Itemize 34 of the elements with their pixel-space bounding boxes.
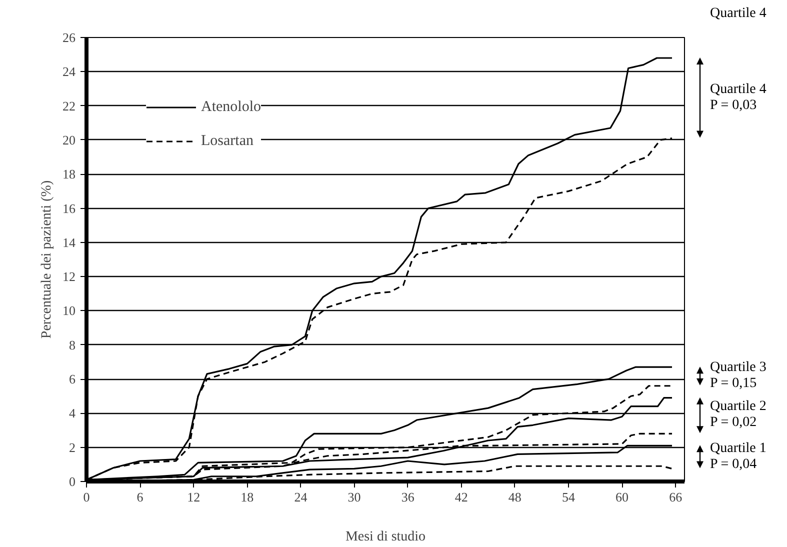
y-tick-label: 14 <box>62 234 76 250</box>
x-tick-label: 60 <box>616 490 629 504</box>
x-tick-label: 12 <box>187 490 200 504</box>
x-tick-label: 24 <box>294 490 308 504</box>
y-tick-label: 24 <box>62 64 76 80</box>
y-tick-label: 16 <box>62 200 76 216</box>
x-tick-label: 6 <box>136 490 144 504</box>
annotation: Quartile 2 P = 0,02 <box>710 399 766 432</box>
x-tick-label: 42 <box>454 490 468 504</box>
y-tick-label: 18 <box>62 166 76 182</box>
y-tick-label: 0 <box>69 474 76 489</box>
x-tick-label: 30 <box>348 490 361 504</box>
y-axis-title: Percentuale dei pazienti (%) <box>40 180 54 339</box>
annotation: Quartile 3 P = 0,15 <box>710 360 766 392</box>
y-tick-label: 6 <box>69 372 76 387</box>
annotation: Quartile 1 P = 0,04 <box>710 440 766 473</box>
x-axis-title: Mesi di studio <box>345 530 426 544</box>
y-tick-label: 26 <box>62 30 76 45</box>
y-tick-label: 4 <box>69 406 76 421</box>
x-tick-label: 48 <box>508 490 522 504</box>
annotation: Quartile 4 P = 0,03 <box>710 82 766 114</box>
y-tick-label: 8 <box>69 337 76 352</box>
x-tick-label: 66 <box>669 490 683 504</box>
y-tick-label: 12 <box>62 269 76 284</box>
y-tick-label: 20 <box>62 132 76 148</box>
legend-label: Atenololo <box>201 98 261 116</box>
x-tick-label: 54 <box>562 490 576 504</box>
legend-label: Losartan <box>201 132 254 150</box>
x-tick-label: 0 <box>83 490 90 504</box>
y-tick-label: 2 <box>69 440 76 455</box>
x-tick-label: 18 <box>240 490 254 504</box>
y-tick-label: 22 <box>62 98 76 114</box>
x-tick-label: 36 <box>401 490 415 504</box>
y-tick-label: 10 <box>62 303 76 318</box>
